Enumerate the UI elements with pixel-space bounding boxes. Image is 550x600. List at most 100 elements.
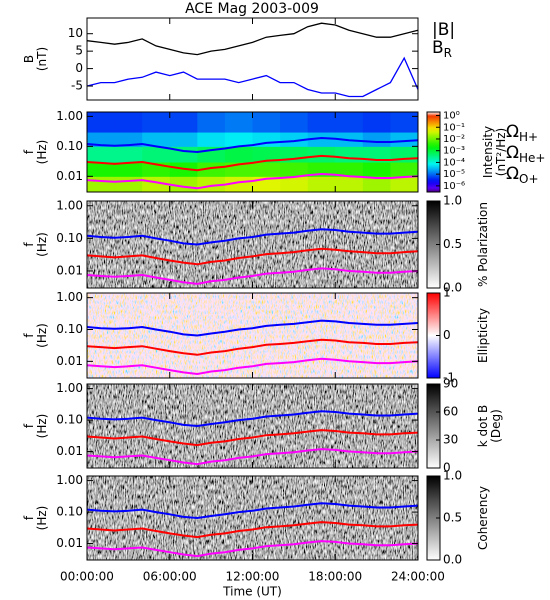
heatmap-cell <box>335 146 364 163</box>
legend-name: |B| <box>432 20 455 40</box>
y-tick-label: 1.00 <box>56 473 83 487</box>
legend-sub: He+ <box>519 151 545 165</box>
heatmap-cell <box>224 146 253 163</box>
heatmap-cell <box>335 176 364 192</box>
y-label-line: f <box>22 423 36 428</box>
y-axis-label: B(nT) <box>22 47 49 71</box>
colorbar-tick-label: 10⁰ <box>443 111 460 122</box>
heatmap-cell <box>114 132 143 147</box>
heatmap-cell <box>307 176 336 192</box>
series-line <box>87 247 418 266</box>
series-line <box>87 267 418 285</box>
heatmap-cell <box>87 176 116 192</box>
colorbar-tick-label: 10⁻⁶ <box>443 181 465 192</box>
y-tick-label: 0.10 <box>56 413 83 427</box>
heatmap-cell <box>197 132 226 147</box>
colorbar-tick-label: -1 <box>443 371 455 385</box>
heatmap-cell <box>390 132 418 147</box>
colorbar-label: k dot B(Deg) <box>476 405 503 447</box>
legend-entry: ΩO+ <box>506 164 539 186</box>
y-axis-label: f(Hz) <box>22 140 49 165</box>
heatmap-cell <box>224 176 253 192</box>
y-tick-label: 1.00 <box>56 381 83 395</box>
series-line <box>87 319 418 337</box>
colorbar <box>426 111 441 193</box>
heatmap-cell <box>224 112 253 133</box>
spectrogram-texture <box>87 384 418 468</box>
y-tick-label: 0.10 <box>56 322 83 336</box>
heatmap-cell <box>335 162 364 177</box>
chart-title: ACE Mag 2003-009 <box>185 1 319 17</box>
y-label-line: f <box>22 515 36 520</box>
heatmap-cell <box>362 132 391 147</box>
y-tick-label: 0.01 <box>56 444 83 458</box>
heatmap-cell <box>307 146 336 163</box>
y-label-line: (Hz) <box>35 140 49 165</box>
heatmap-cell <box>307 132 336 147</box>
colorbar-tick-label: 60 <box>443 405 458 419</box>
heatmap-cell <box>142 146 171 163</box>
colorbar-tick-label: 1 <box>443 286 451 300</box>
y-tick-label: 0.01 <box>56 263 83 277</box>
colorbar-label-line: k dot B <box>476 405 490 447</box>
heatmap-cell <box>87 112 116 133</box>
colorbar-tick-label: 0.0 <box>443 281 462 295</box>
series-line <box>87 540 418 558</box>
heatmap-cell <box>280 112 309 133</box>
legend-sub: H+ <box>519 130 538 144</box>
colorbar <box>426 383 441 469</box>
colorbar-tick-label: 1.0 <box>443 194 462 208</box>
legend-name: Ω <box>506 122 519 142</box>
y-tick-label: 1.00 <box>56 290 83 304</box>
colorbar-label: Intensity(nT²/Hz) <box>481 126 508 178</box>
y-tick-label: 10 <box>68 26 83 40</box>
series-line <box>87 448 418 466</box>
series-line <box>87 357 418 376</box>
y-label-line: f <box>22 242 36 247</box>
legend-entry: ΩH+ <box>506 122 538 144</box>
colorbar-tick-label: 0.0 <box>443 553 462 567</box>
heatmap-cell <box>87 132 116 147</box>
plot-area <box>87 476 418 560</box>
colorbar-tick-label: 0.5 <box>443 237 462 251</box>
x-tick-label: 12:00:00 <box>226 570 280 584</box>
colorbar-tick-label: 10⁻² <box>443 134 465 145</box>
plot-area <box>87 201 418 288</box>
legend-sub: O+ <box>519 172 539 186</box>
y-tick-label: 0.01 <box>56 536 83 550</box>
heatmap-cell <box>114 176 143 192</box>
series-line <box>87 410 418 428</box>
legend-entry: ΩHe+ <box>506 143 545 165</box>
spectrogram-texture <box>87 201 418 288</box>
heatmap-cell <box>362 176 391 192</box>
spectrogram-texture <box>87 476 418 560</box>
heatmap-cell <box>142 132 171 147</box>
colorbar-tick-label: 1.0 <box>443 469 462 483</box>
plot-area <box>87 112 418 192</box>
heatmap-cell <box>169 132 198 147</box>
y-label-line: f <box>22 149 36 154</box>
colorbar-label-line: Intensity <box>481 126 495 178</box>
series-line <box>87 136 418 154</box>
series-line <box>87 22 418 56</box>
legend-sub: R <box>444 46 452 60</box>
series-line <box>87 521 418 539</box>
heatmap-cell <box>114 146 143 163</box>
series-line <box>87 429 418 447</box>
heatmap-cell <box>362 162 391 177</box>
y-tick-label: 0.01 <box>56 169 83 183</box>
colorbar-label-line: % Polarization <box>476 202 490 287</box>
heatmap-cell <box>142 112 171 133</box>
y-label-line: f <box>22 333 36 338</box>
y-axis-label: f(Hz) <box>22 506 49 531</box>
y-tick-label: 1.00 <box>56 198 83 212</box>
heatmap-cell <box>114 112 143 133</box>
plot-area <box>87 22 418 98</box>
y-label-line: (Hz) <box>35 506 49 531</box>
legend-entry: BR <box>432 38 452 60</box>
y-tick-label: 0.01 <box>56 354 83 368</box>
heatmap-cell <box>390 112 418 133</box>
heatmap-cell <box>390 162 418 177</box>
plot-area <box>87 384 418 468</box>
x-tick-label: 18:00:00 <box>308 570 362 584</box>
